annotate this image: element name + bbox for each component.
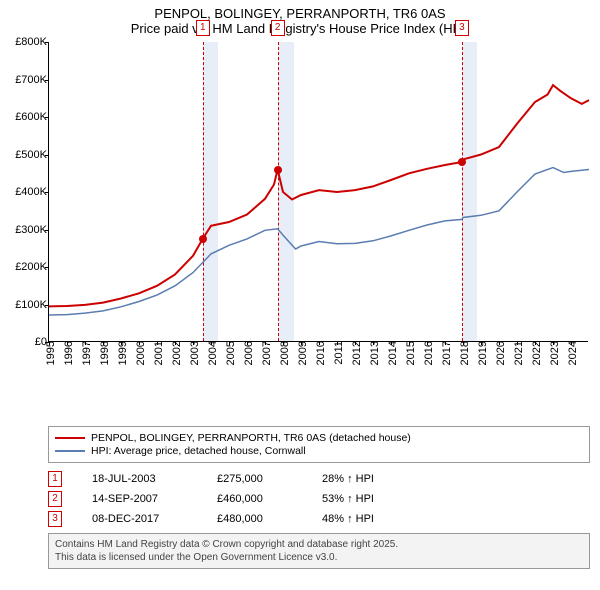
series-svg [49,42,589,342]
footnote-line: Contains HM Land Registry data © Crown c… [55,538,583,551]
x-axis-label: 2006 [239,341,255,365]
x-axis-label: 2018 [455,341,471,365]
chart-title-block: PENPOL, BOLINGEY, PERRANPORTH, TR6 0AS P… [0,0,600,38]
legend-row: PENPOL, BOLINGEY, PERRANPORTH, TR6 0AS (… [55,432,583,444]
x-axis-label: 1996 [59,341,75,365]
x-axis-label: 2019 [473,341,489,365]
y-axis-label: £700K [15,74,49,86]
y-axis-label: £300K [15,224,49,236]
event-row: 1 18-JUL-2003 £275,000 28% ↑ HPI [48,471,590,487]
series-line-price_paid [49,85,589,306]
x-axis-label: 1998 [95,341,111,365]
event-marker-box: 3 [455,20,469,36]
footnote: Contains HM Land Registry data © Crown c… [48,533,590,569]
legend-row: HPI: Average price, detached house, Corn… [55,445,583,457]
events-table: 1 18-JUL-2003 £275,000 28% ↑ HPI 2 14-SEP-200… [48,471,590,527]
legend-swatch [55,450,85,452]
event-price: £460,000 [217,493,292,505]
footnote-line: This data is licensed under the Open Gov… [55,551,583,564]
x-axis-label: 1997 [77,341,93,365]
x-axis-label: 1999 [113,341,129,365]
x-axis-label: 2014 [383,341,399,365]
x-axis-label: 2008 [275,341,291,365]
legend: PENPOL, BOLINGEY, PERRANPORTH, TR6 0AS (… [48,426,590,463]
event-marker-box: 2 [271,20,285,36]
chart-area: £0£100K£200K£300K£400K£500K£600K£700K£80… [4,42,590,384]
x-axis-label: 2011 [329,341,345,365]
x-axis-label: 2022 [527,341,543,365]
event-date: 08-DEC-2017 [92,513,187,525]
chart-title: PENPOL, BOLINGEY, PERRANPORTH, TR6 0AS [0,6,600,21]
legend-label: HPI: Average price, detached house, Corn… [91,445,306,457]
x-axis-label: 2000 [131,341,147,365]
event-row: 3 08-DEC-2017 £480,000 48% ↑ HPI [48,511,590,527]
x-axis-label: 2024 [563,341,579,365]
x-axis-label: 2007 [257,341,273,365]
x-axis-label: 2009 [293,341,309,365]
x-axis-label: 2016 [419,341,435,365]
y-axis-label: £100K [15,299,49,311]
plot-area: £0£100K£200K£300K£400K£500K£600K£700K£80… [48,42,588,342]
x-axis-label: 2021 [509,341,525,365]
event-number-box: 3 [48,511,62,527]
x-axis-label: 2017 [437,341,453,365]
legend-swatch [55,437,85,439]
x-axis-label: 2020 [491,341,507,365]
y-axis-label: £800K [15,36,49,48]
y-axis-label: £600K [15,111,49,123]
x-axis-label: 2013 [365,341,381,365]
event-pct: 48% ↑ HPI [322,513,374,525]
x-axis-label: 2004 [203,341,219,365]
y-axis-label: £400K [15,186,49,198]
event-pct: 53% ↑ HPI [322,493,374,505]
event-date: 18-JUL-2003 [92,473,187,485]
x-axis-label: 2005 [221,341,237,365]
event-date: 14-SEP-2007 [92,493,187,505]
x-axis-label: 2001 [149,341,165,365]
y-axis-label: £200K [15,261,49,273]
legend-label: PENPOL, BOLINGEY, PERRANPORTH, TR6 0AS (… [91,432,411,444]
x-axis-label: 2012 [347,341,363,365]
event-marker-box: 1 [196,20,210,36]
event-pct: 28% ↑ HPI [322,473,374,485]
event-number-box: 2 [48,491,62,507]
x-axis-label: 2003 [185,341,201,365]
event-row: 2 14-SEP-2007 £460,000 53% ↑ HPI [48,491,590,507]
chart-subtitle: Price paid vs. HM Land Registry's House … [0,21,600,36]
y-axis-label: £500K [15,149,49,161]
x-axis-label: 2010 [311,341,327,365]
x-axis-label: 2002 [167,341,183,365]
x-axis-label: 2015 [401,341,417,365]
event-price: £480,000 [217,513,292,525]
x-axis-label: 2023 [545,341,561,365]
event-price: £275,000 [217,473,292,485]
x-axis-label: 1995 [41,341,57,365]
event-number-box: 1 [48,471,62,487]
